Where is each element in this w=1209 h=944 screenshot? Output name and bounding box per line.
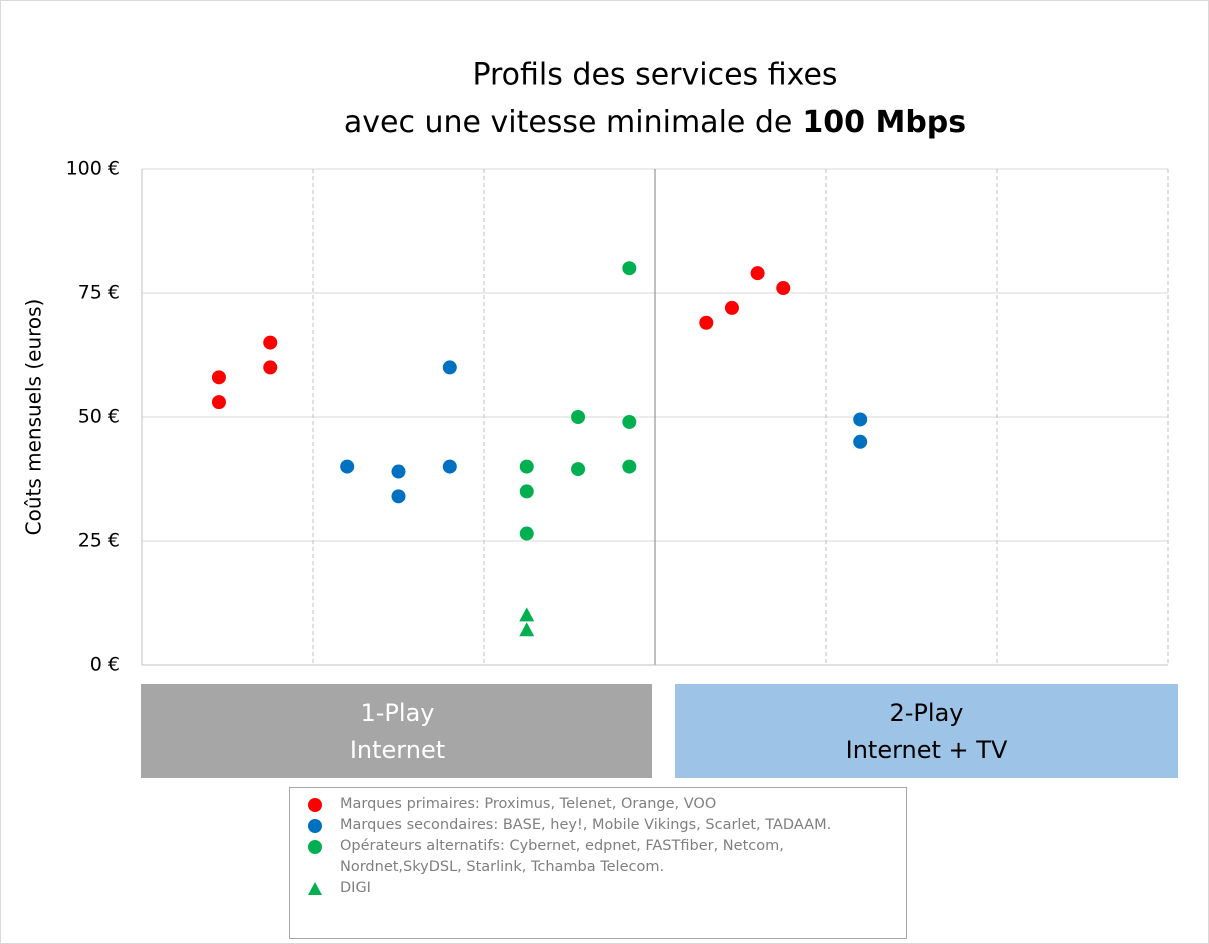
legend-symbol <box>290 794 340 812</box>
y-tick-label: 100 € <box>66 158 120 180</box>
data-point <box>519 484 534 499</box>
legend-item: Opérateurs alternatifs: Cybernet, edpnet… <box>290 836 906 878</box>
legend-marker <box>308 819 322 833</box>
y-tick-label: 75 € <box>78 282 120 304</box>
y-tick-label: 50 € <box>78 406 120 428</box>
data-point <box>519 459 534 474</box>
legend-symbol <box>290 815 340 833</box>
legend-item: Marques primaires: Proximus, Telenet, Or… <box>290 794 906 815</box>
legend-marker <box>308 882 322 895</box>
legend-marker <box>308 798 322 812</box>
data-point <box>211 370 226 385</box>
legend-label: Opérateurs alternatifs: Cybernet, edpnet… <box>340 838 784 875</box>
legend-marker <box>308 882 322 895</box>
y-tick-label: 0 € <box>90 654 120 676</box>
data-point <box>699 315 714 330</box>
data-point <box>571 410 586 424</box>
data-point <box>571 462 586 477</box>
data-point <box>519 607 535 622</box>
chart-title: Profils des services fixes <box>472 58 837 93</box>
group-label: 2-Play <box>890 699 964 727</box>
data-point <box>391 464 406 479</box>
data-point <box>442 459 457 474</box>
data-point <box>263 335 278 350</box>
group-box <box>141 684 652 778</box>
legend-item: DIGI <box>290 878 906 899</box>
legend-symbol <box>290 836 340 854</box>
data-point <box>853 434 868 449</box>
data-point <box>391 489 406 504</box>
legend-label: DIGI <box>340 880 371 896</box>
data-point <box>776 281 791 296</box>
data-point <box>263 360 278 375</box>
legend: Marques primaires: Proximus, Telenet, Or… <box>289 787 907 939</box>
chart-title-bold: 100 Mbps <box>802 105 966 140</box>
data-point <box>340 459 355 474</box>
data-point <box>724 300 739 315</box>
legend-marker <box>308 819 322 833</box>
data-point <box>622 261 637 276</box>
legend-marker <box>308 798 322 812</box>
data-point <box>853 412 868 427</box>
data-point <box>750 266 765 281</box>
group-box <box>675 684 1178 778</box>
y-tick-label: 25 € <box>78 530 120 552</box>
chart-title: avec une vitesse minimale de <box>344 105 793 140</box>
y-axis-label: Coûts mensuels (euros) <box>22 299 46 536</box>
data-point <box>622 414 637 429</box>
legend-marker <box>308 840 322 854</box>
data-point <box>622 459 637 474</box>
legend-symbol <box>290 878 340 896</box>
chart-title: avec une vitesse minimale de 100 Mbps <box>344 105 966 140</box>
group-label: Internet + TV <box>846 736 1008 764</box>
group-label: 1-Play <box>361 699 435 727</box>
data-point <box>519 526 534 541</box>
legend-marker <box>308 840 322 854</box>
legend-label: Marques secondaires: BASE, hey!, Mobile … <box>340 817 832 833</box>
data-point <box>442 360 457 375</box>
legend-label: Marques primaires: Proximus, Telenet, Or… <box>340 796 717 812</box>
data-point <box>519 622 535 637</box>
chart: Profils des services fixes avec une vite… <box>22 58 1178 778</box>
data-point <box>211 395 226 410</box>
legend-item: Marques secondaires: BASE, hey!, Mobile … <box>290 815 906 836</box>
group-label: Internet <box>350 736 445 764</box>
